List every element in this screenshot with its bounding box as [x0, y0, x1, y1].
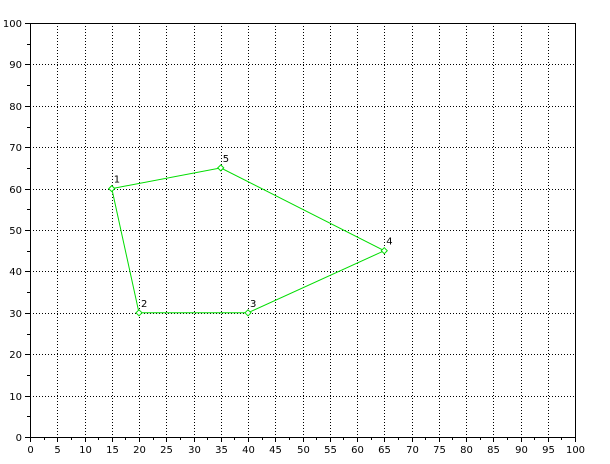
y-tick-label: 70: [9, 143, 22, 154]
y-tick-label: 40: [9, 267, 22, 278]
x-tick-label: 5: [54, 445, 60, 456]
x-tick-label: 80: [460, 445, 473, 456]
y-tick-label: 90: [9, 60, 22, 71]
y-tick-label: 60: [9, 185, 22, 196]
x-tick-label: 40: [242, 445, 255, 456]
data-point-label: 3: [250, 299, 256, 310]
data-point-marker: [108, 184, 116, 193]
y-tick-label: 100: [3, 19, 22, 30]
y-tick-label: 10: [9, 392, 22, 403]
data-point-marker: [380, 246, 388, 255]
data-point-label: 4: [386, 237, 392, 248]
x-tick-label: 10: [79, 445, 92, 456]
x-tick-label: 95: [542, 445, 555, 456]
series-line: [111, 167, 386, 314]
grid-layer: [30, 23, 575, 437]
y-tick-label: 30: [9, 309, 22, 320]
y-tick-label: 20: [9, 350, 22, 361]
x-tick-label: 0: [27, 445, 33, 456]
data-layer: 1 2 3 4 5: [108, 154, 393, 317]
x-tick-label: 25: [160, 445, 173, 456]
data-point-label: 2: [141, 299, 147, 310]
y-tick-label: 50: [9, 226, 22, 237]
x-tick-label: 35: [215, 445, 228, 456]
x-tick-label: 15: [106, 445, 119, 456]
data-point-marker: [135, 309, 143, 317]
x-tick-label: 100: [566, 445, 585, 456]
x-tick-label: 65: [378, 445, 391, 456]
x-tick-label: 55: [324, 445, 337, 456]
x-tick-label: 45: [269, 445, 282, 456]
x-tick-label: 60: [351, 445, 364, 456]
x-tick-label: 20: [133, 445, 146, 456]
y-tick-label: 0: [16, 433, 22, 444]
data-point-marker: [244, 309, 252, 317]
x-tick-label: 90: [515, 445, 528, 456]
x-tick-label: 70: [406, 445, 419, 456]
axis-layer: 0 5 10 15 20 25 30 35 40 45 50 55 60 65 70 75 80 85 90 95 10…: [3, 19, 585, 456]
data-point-marker: [217, 164, 225, 172]
x-tick-label: 50: [297, 445, 310, 456]
data-point-label: 5: [223, 154, 229, 165]
x-tick-label: 85: [487, 445, 500, 456]
x-tick-label: 75: [433, 445, 446, 456]
x-tick-label: 30: [188, 445, 201, 456]
y-tick-label: 80: [9, 102, 22, 113]
data-point-label: 1: [114, 175, 120, 186]
